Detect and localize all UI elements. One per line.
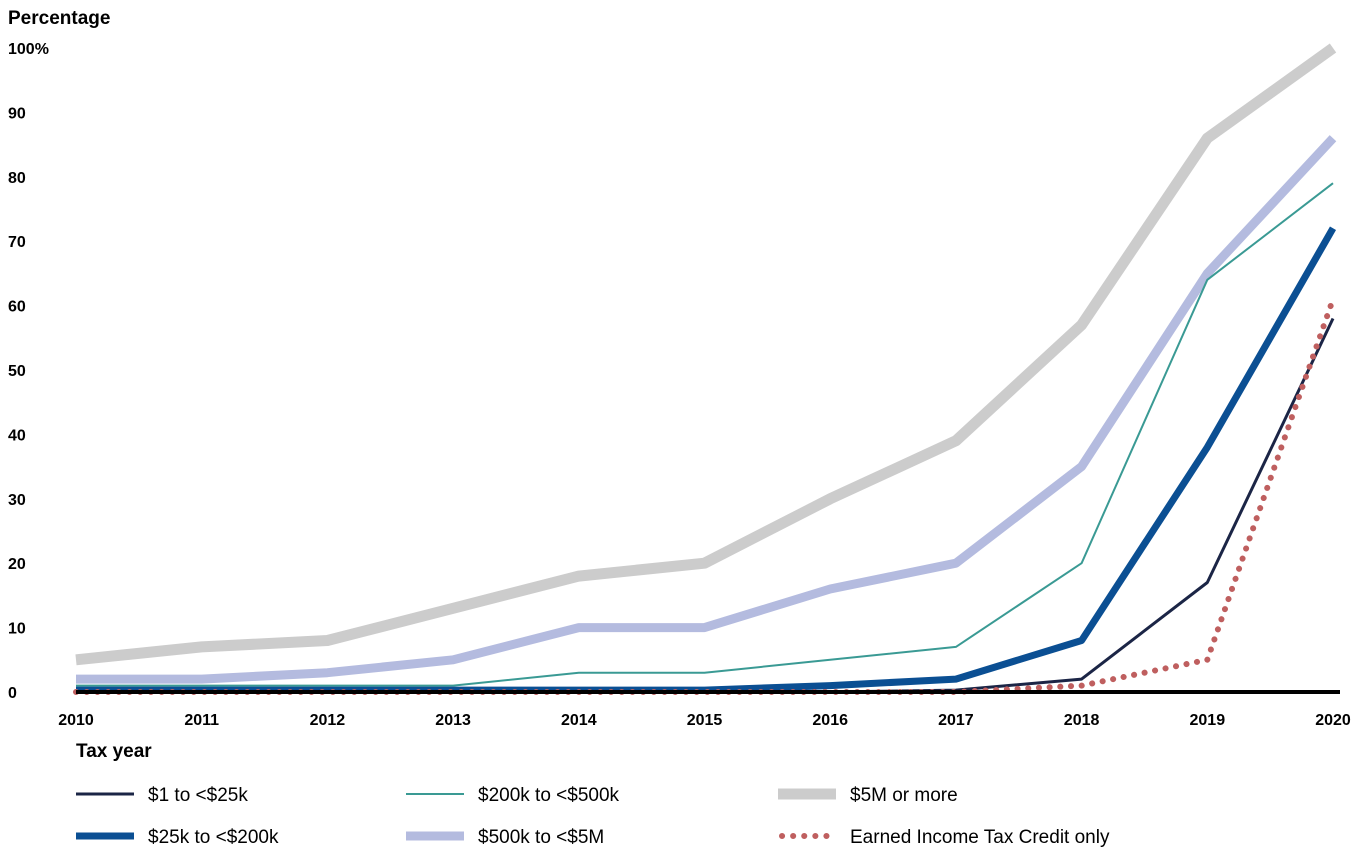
legend-label-2: $200k to <$500k bbox=[478, 785, 620, 806]
y-tick-label: 70 bbox=[8, 234, 26, 251]
series-line-3 bbox=[76, 226, 1337, 694]
legend-label-3: $25k to <$200k bbox=[148, 827, 279, 848]
x-tick-label: 2010 bbox=[58, 712, 94, 729]
y-tick-label: 20 bbox=[8, 556, 26, 573]
x-axis-ticks: 2010 2011 2012 2013 2014 2015 2016 2017 2018 2019… bbox=[58, 712, 1351, 729]
y-tick-label: 100% bbox=[8, 41, 49, 58]
legend: $1 to <$25k $200k to <$500k $5M or more $25… bbox=[76, 785, 1110, 848]
y-tick-label: 0 bbox=[8, 685, 17, 702]
x-tick-label: 2017 bbox=[938, 712, 974, 729]
x-tick-label: 2016 bbox=[812, 712, 848, 729]
legend-label-1: $500k to <$5M bbox=[478, 827, 604, 848]
legend-label-4: $1 to <$25k bbox=[148, 785, 248, 806]
y-axis-ticks: 0 10 20 30 40 50 60 70 80 90 100% bbox=[8, 41, 49, 702]
x-tick-label: 2011 bbox=[184, 712, 219, 729]
y-tick-label: 80 bbox=[8, 170, 26, 187]
x-tick-label: 2020 bbox=[1315, 712, 1351, 729]
series-layer bbox=[73, 43, 1337, 695]
series-line-2 bbox=[76, 182, 1334, 687]
y-tick-label: 10 bbox=[8, 621, 26, 638]
y-tick-label: 30 bbox=[8, 492, 26, 509]
y-tick-label: 90 bbox=[8, 105, 26, 122]
x-tick-label: 2015 bbox=[687, 712, 723, 729]
series-line-0 bbox=[75, 43, 1337, 666]
y-tick-label: 50 bbox=[8, 363, 26, 380]
x-axis-title: Tax year bbox=[76, 741, 152, 762]
x-tick-label: 2014 bbox=[561, 712, 597, 729]
y-axis-title: Percentage bbox=[8, 8, 110, 29]
x-tick-label: 2019 bbox=[1190, 712, 1226, 729]
y-tick-label: 40 bbox=[8, 427, 26, 444]
legend-label-5: Earned Income Tax Credit only bbox=[850, 827, 1110, 848]
series-line-5 bbox=[73, 296, 1336, 695]
y-tick-label: 60 bbox=[8, 299, 26, 316]
series-line-1 bbox=[76, 135, 1337, 684]
x-tick-label: 2012 bbox=[310, 712, 346, 729]
x-tick-label: 2013 bbox=[435, 712, 471, 729]
x-tick-label: 2018 bbox=[1064, 712, 1100, 729]
legend-label-0: $5M or more bbox=[850, 785, 958, 806]
